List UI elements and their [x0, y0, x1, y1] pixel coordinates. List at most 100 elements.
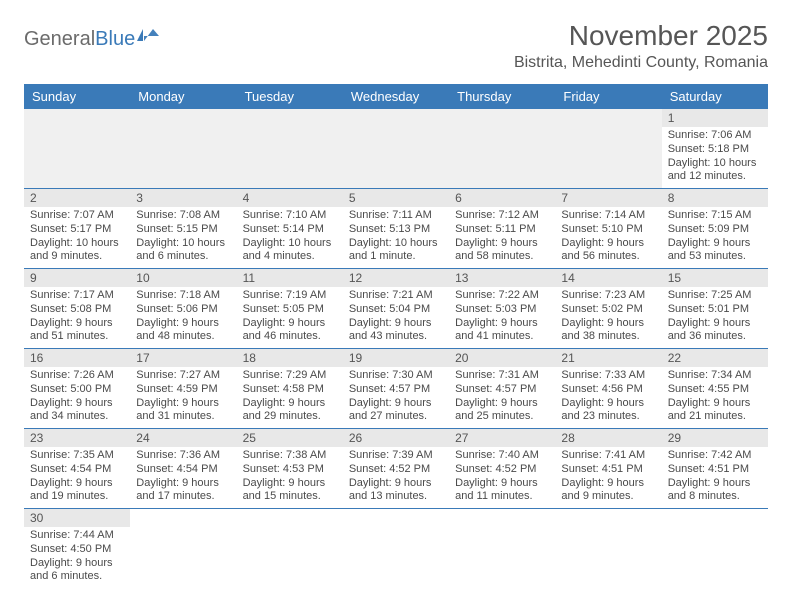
day-cell: 15Sunrise: 7:25 AMSunset: 5:01 PMDayligh…: [662, 269, 768, 349]
daylight-line: Daylight: 9 hours and 36 minutes.: [668, 317, 762, 345]
day-cell: 9Sunrise: 7:17 AMSunset: 5:08 PMDaylight…: [24, 269, 130, 349]
day-number: 13: [449, 269, 555, 287]
daylight-line: Daylight: 9 hours and 51 minutes.: [30, 317, 124, 345]
day-details: Sunrise: 7:42 AMSunset: 4:51 PMDaylight:…: [662, 447, 768, 508]
day-number: 11: [237, 269, 343, 287]
sunset-line: Sunset: 4:54 PM: [136, 463, 230, 477]
calendar-row: 16Sunrise: 7:26 AMSunset: 5:00 PMDayligh…: [24, 349, 768, 429]
day-number: 9: [24, 269, 130, 287]
day-details: Sunrise: 7:31 AMSunset: 4:57 PMDaylight:…: [449, 367, 555, 428]
daylight-line: Daylight: 9 hours and 31 minutes.: [136, 397, 230, 425]
daylight-line: Daylight: 9 hours and 23 minutes.: [561, 397, 655, 425]
sunrise-line: Sunrise: 7:21 AM: [349, 289, 443, 303]
sunrise-line: Sunrise: 7:15 AM: [668, 209, 762, 223]
day-details: Sunrise: 7:44 AMSunset: 4:50 PMDaylight:…: [24, 527, 130, 588]
day-cell: 25Sunrise: 7:38 AMSunset: 4:53 PMDayligh…: [237, 429, 343, 509]
sunrise-line: Sunrise: 7:39 AM: [349, 449, 443, 463]
sunset-line: Sunset: 4:57 PM: [455, 383, 549, 397]
sunset-line: Sunset: 5:05 PM: [243, 303, 337, 317]
sunrise-line: Sunrise: 7:35 AM: [30, 449, 124, 463]
sunrise-line: Sunrise: 7:44 AM: [30, 529, 124, 543]
sunset-line: Sunset: 5:04 PM: [349, 303, 443, 317]
day-number: 18: [237, 349, 343, 367]
sunrise-line: Sunrise: 7:12 AM: [455, 209, 549, 223]
day-number: 7: [555, 189, 661, 207]
day-cell: 19Sunrise: 7:30 AMSunset: 4:57 PMDayligh…: [343, 349, 449, 429]
sunrise-line: Sunrise: 7:18 AM: [136, 289, 230, 303]
calendar-row: 9Sunrise: 7:17 AMSunset: 5:08 PMDaylight…: [24, 269, 768, 349]
day-number: 30: [24, 509, 130, 527]
weekday-header: Wednesday: [343, 84, 449, 109]
empty-cell: [555, 509, 661, 589]
day-cell: 23Sunrise: 7:35 AMSunset: 4:54 PMDayligh…: [24, 429, 130, 509]
daylight-line: Daylight: 9 hours and 21 minutes.: [668, 397, 762, 425]
day-number: 24: [130, 429, 236, 447]
daylight-line: Daylight: 9 hours and 34 minutes.: [30, 397, 124, 425]
day-details: Sunrise: 7:11 AMSunset: 5:13 PMDaylight:…: [343, 207, 449, 268]
daylight-line: Daylight: 9 hours and 13 minutes.: [349, 477, 443, 505]
day-number: 1: [662, 109, 768, 127]
day-number: 8: [662, 189, 768, 207]
day-details: Sunrise: 7:34 AMSunset: 4:55 PMDaylight:…: [662, 367, 768, 428]
sunset-line: Sunset: 5:11 PM: [455, 223, 549, 237]
sunrise-line: Sunrise: 7:41 AM: [561, 449, 655, 463]
day-cell: 13Sunrise: 7:22 AMSunset: 5:03 PMDayligh…: [449, 269, 555, 349]
calendar-table: SundayMondayTuesdayWednesdayThursdayFrid…: [24, 84, 768, 588]
sunrise-line: Sunrise: 7:27 AM: [136, 369, 230, 383]
empty-cell: [130, 509, 236, 589]
sunset-line: Sunset: 4:58 PM: [243, 383, 337, 397]
sunrise-line: Sunrise: 7:26 AM: [30, 369, 124, 383]
daylight-line: Daylight: 9 hours and 19 minutes.: [30, 477, 124, 505]
day-cell: 16Sunrise: 7:26 AMSunset: 5:00 PMDayligh…: [24, 349, 130, 429]
daylight-line: Daylight: 9 hours and 17 minutes.: [136, 477, 230, 505]
empty-cell: [449, 109, 555, 189]
day-number: 20: [449, 349, 555, 367]
weekday-header: Tuesday: [237, 84, 343, 109]
day-cell: 29Sunrise: 7:42 AMSunset: 4:51 PMDayligh…: [662, 429, 768, 509]
daylight-line: Daylight: 9 hours and 29 minutes.: [243, 397, 337, 425]
day-details: Sunrise: 7:29 AMSunset: 4:58 PMDaylight:…: [237, 367, 343, 428]
day-details: Sunrise: 7:18 AMSunset: 5:06 PMDaylight:…: [130, 287, 236, 348]
sunset-line: Sunset: 4:55 PM: [668, 383, 762, 397]
day-cell: 11Sunrise: 7:19 AMSunset: 5:05 PMDayligh…: [237, 269, 343, 349]
sunset-line: Sunset: 4:53 PM: [243, 463, 337, 477]
day-cell: 3Sunrise: 7:08 AMSunset: 5:15 PMDaylight…: [130, 189, 236, 269]
logo-text: GeneralBlue: [24, 28, 135, 51]
daylight-line: Daylight: 10 hours and 6 minutes.: [136, 237, 230, 265]
daylight-line: Daylight: 9 hours and 56 minutes.: [561, 237, 655, 265]
day-number: 27: [449, 429, 555, 447]
daylight-line: Daylight: 10 hours and 12 minutes.: [668, 157, 762, 185]
day-cell: 17Sunrise: 7:27 AMSunset: 4:59 PMDayligh…: [130, 349, 236, 429]
sunrise-line: Sunrise: 7:22 AM: [455, 289, 549, 303]
day-cell: 1Sunrise: 7:06 AMSunset: 5:18 PMDaylight…: [662, 109, 768, 189]
day-number: 29: [662, 429, 768, 447]
sunrise-line: Sunrise: 7:07 AM: [30, 209, 124, 223]
sunrise-line: Sunrise: 7:42 AM: [668, 449, 762, 463]
day-cell: 24Sunrise: 7:36 AMSunset: 4:54 PMDayligh…: [130, 429, 236, 509]
day-details: Sunrise: 7:23 AMSunset: 5:02 PMDaylight:…: [555, 287, 661, 348]
empty-cell: [662, 509, 768, 589]
sunset-line: Sunset: 5:17 PM: [30, 223, 124, 237]
daylight-line: Daylight: 9 hours and 6 minutes.: [30, 557, 124, 585]
day-number: 6: [449, 189, 555, 207]
day-details: Sunrise: 7:12 AMSunset: 5:11 PMDaylight:…: [449, 207, 555, 268]
day-number: 16: [24, 349, 130, 367]
calendar-row: 23Sunrise: 7:35 AMSunset: 4:54 PMDayligh…: [24, 429, 768, 509]
day-number: 12: [343, 269, 449, 287]
sunset-line: Sunset: 4:54 PM: [30, 463, 124, 477]
sunrise-line: Sunrise: 7:40 AM: [455, 449, 549, 463]
daylight-line: Daylight: 9 hours and 9 minutes.: [561, 477, 655, 505]
day-cell: 21Sunrise: 7:33 AMSunset: 4:56 PMDayligh…: [555, 349, 661, 429]
day-details: Sunrise: 7:36 AMSunset: 4:54 PMDaylight:…: [130, 447, 236, 508]
empty-cell: [237, 509, 343, 589]
day-details: Sunrise: 7:14 AMSunset: 5:10 PMDaylight:…: [555, 207, 661, 268]
day-details: Sunrise: 7:22 AMSunset: 5:03 PMDaylight:…: [449, 287, 555, 348]
daylight-line: Daylight: 9 hours and 48 minutes.: [136, 317, 230, 345]
sunrise-line: Sunrise: 7:23 AM: [561, 289, 655, 303]
daylight-line: Daylight: 10 hours and 1 minute.: [349, 237, 443, 265]
sunset-line: Sunset: 5:14 PM: [243, 223, 337, 237]
sunset-line: Sunset: 4:51 PM: [668, 463, 762, 477]
empty-cell: [555, 109, 661, 189]
weekday-header: Sunday: [24, 84, 130, 109]
weekday-header: Monday: [130, 84, 236, 109]
